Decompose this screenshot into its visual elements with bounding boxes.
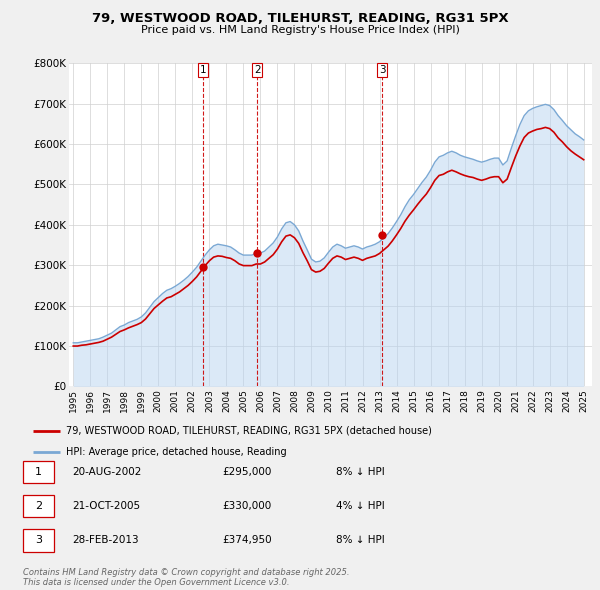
Text: 79, WESTWOOD ROAD, TILEHURST, READING, RG31 5PX (detached house): 79, WESTWOOD ROAD, TILEHURST, READING, R… xyxy=(65,426,431,436)
Text: £295,000: £295,000 xyxy=(222,467,271,477)
Text: 8% ↓ HPI: 8% ↓ HPI xyxy=(336,467,385,477)
Text: 3: 3 xyxy=(379,65,386,75)
Text: 2: 2 xyxy=(254,65,260,75)
Text: Contains HM Land Registry data © Crown copyright and database right 2025.
This d: Contains HM Land Registry data © Crown c… xyxy=(23,568,349,587)
Text: 2: 2 xyxy=(35,502,42,511)
Text: 20-AUG-2002: 20-AUG-2002 xyxy=(72,467,142,477)
Text: 3: 3 xyxy=(35,536,42,545)
Text: HPI: Average price, detached house, Reading: HPI: Average price, detached house, Read… xyxy=(65,447,286,457)
Text: 8% ↓ HPI: 8% ↓ HPI xyxy=(336,536,385,545)
Text: 79, WESTWOOD ROAD, TILEHURST, READING, RG31 5PX: 79, WESTWOOD ROAD, TILEHURST, READING, R… xyxy=(92,12,508,25)
Text: £330,000: £330,000 xyxy=(222,502,271,511)
Text: 1: 1 xyxy=(200,65,206,75)
Text: 28-FEB-2013: 28-FEB-2013 xyxy=(72,536,139,545)
Text: 1: 1 xyxy=(35,467,42,477)
Text: £374,950: £374,950 xyxy=(222,536,272,545)
Text: 21-OCT-2005: 21-OCT-2005 xyxy=(72,502,140,511)
Text: Price paid vs. HM Land Registry's House Price Index (HPI): Price paid vs. HM Land Registry's House … xyxy=(140,25,460,35)
Text: 4% ↓ HPI: 4% ↓ HPI xyxy=(336,502,385,511)
